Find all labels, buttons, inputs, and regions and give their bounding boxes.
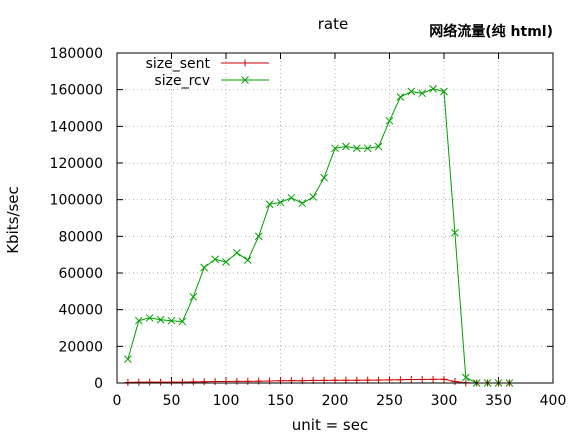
legend-marker-size_rcv	[241, 76, 249, 84]
data-point-size_sent	[211, 378, 219, 386]
data-point-size_rcv	[396, 93, 405, 101]
data-point-size_sent	[244, 377, 252, 385]
data-point-size_rcv	[178, 317, 187, 326]
y-tick-label: 80000	[58, 229, 103, 245]
data-point-size_sent	[200, 378, 208, 386]
series-size_rcv	[124, 84, 514, 387]
data-point-size_rcv	[352, 144, 361, 153]
data-point-size_sent	[396, 376, 404, 384]
x-tick-label: 400	[540, 393, 567, 409]
data-point-size_sent	[407, 376, 415, 384]
data-point-size_sent	[255, 377, 263, 385]
data-point-size_rcv	[200, 263, 209, 272]
data-point-size_sent	[124, 378, 132, 386]
data-point-size_rcv	[265, 200, 274, 209]
x-tick-label: 100	[213, 393, 240, 409]
data-point-size_rcv	[461, 373, 470, 382]
data-point-size_sent	[364, 376, 372, 384]
data-point-size_sent	[386, 376, 393, 384]
data-point-size_rcv	[134, 316, 143, 325]
data-point-size_rcv	[156, 315, 165, 324]
y-tick-label: 40000	[58, 303, 103, 319]
data-point-size_rcv	[320, 173, 328, 182]
y-axis-ticks: 0 20000 40000 60000 80000 100000 120000 140000 1…	[50, 46, 553, 392]
data-point-size_rcv	[385, 116, 394, 125]
data-point-size_rcv	[222, 258, 230, 266]
data-point-size_sent	[418, 376, 426, 384]
data-point-size_sent	[429, 375, 437, 383]
y-tick-label: 120000	[50, 156, 103, 172]
x-axis-ticks: 0 50 100 150 200 250 300 350 400	[113, 53, 567, 409]
data-point-size_sent	[451, 378, 459, 386]
y-tick-label: 180000	[50, 46, 103, 62]
legend-label-size_sent: size_sent	[146, 56, 211, 72]
data-point-size_sent	[440, 375, 448, 383]
data-point-size_rcv	[407, 87, 416, 96]
data-point-size_sent	[146, 378, 154, 386]
x-tick-label: 300	[431, 393, 458, 409]
series-size_sent	[124, 375, 513, 387]
x-tick-label: 250	[376, 393, 403, 409]
data-point-size_rcv	[429, 84, 437, 93]
data-point-size_rcv	[211, 255, 219, 264]
y-tick-label: 160000	[50, 83, 103, 99]
data-point-size_rcv	[233, 248, 241, 257]
data-point-size_rcv	[276, 198, 285, 207]
x-tick-label: 350	[485, 393, 512, 409]
y-tick-label: 100000	[50, 193, 103, 209]
data-point-size_rcv	[451, 228, 459, 237]
data-point-size_rcv	[145, 314, 154, 322]
data-point-size_rcv	[418, 89, 427, 98]
data-point-size_sent	[375, 376, 383, 384]
y-tick-label: 0	[94, 376, 103, 392]
data-point-size_rcv	[374, 142, 383, 151]
x-tick-label: 0	[113, 393, 122, 409]
data-point-size_rcv	[167, 316, 176, 325]
y-tick-label: 140000	[50, 119, 103, 135]
y-tick-label: 20000	[58, 339, 103, 355]
data-point-size_rcv	[254, 232, 263, 241]
x-axis-label: unit = sec	[292, 416, 368, 434]
data-point-size_rcv	[342, 142, 350, 151]
x-tick-label: 50	[163, 393, 181, 409]
data-point-size_rcv	[243, 256, 252, 265]
data-point-size_rcv	[440, 87, 448, 96]
data-point-size_rcv	[331, 144, 339, 153]
series-layer	[124, 84, 514, 387]
data-point-size_rcv	[309, 193, 318, 201]
y-tick-label: 60000	[58, 266, 103, 282]
data-point-size_rcv	[189, 292, 198, 301]
series-line-size_rcv	[127, 88, 510, 384]
grid-lines	[117, 53, 553, 383]
data-point-size_rcv	[363, 144, 372, 153]
data-point-size_sent	[222, 378, 230, 386]
data-point-size_sent	[178, 378, 186, 386]
legend-marker-size_sent	[241, 59, 249, 67]
legend-label-size_rcv: size_rcv	[154, 73, 210, 89]
corner-label: 网络流量(纯 html)	[429, 23, 553, 40]
data-point-size_sent	[135, 378, 143, 386]
data-point-size_rcv	[298, 199, 307, 208]
data-point-size_rcv	[124, 355, 132, 364]
y-axis-label: Kbits/sec	[4, 186, 22, 254]
data-point-size_sent	[168, 378, 175, 386]
data-point-size_sent	[189, 378, 197, 386]
plot-frame	[116, 52, 554, 384]
chart-title: rate	[318, 15, 348, 33]
x-tick-label: 150	[267, 393, 294, 409]
x-tick-label: 200	[322, 393, 349, 409]
data-point-size_rcv	[287, 193, 296, 202]
data-point-size_sent	[157, 378, 165, 386]
data-point-size_sent	[233, 377, 241, 385]
